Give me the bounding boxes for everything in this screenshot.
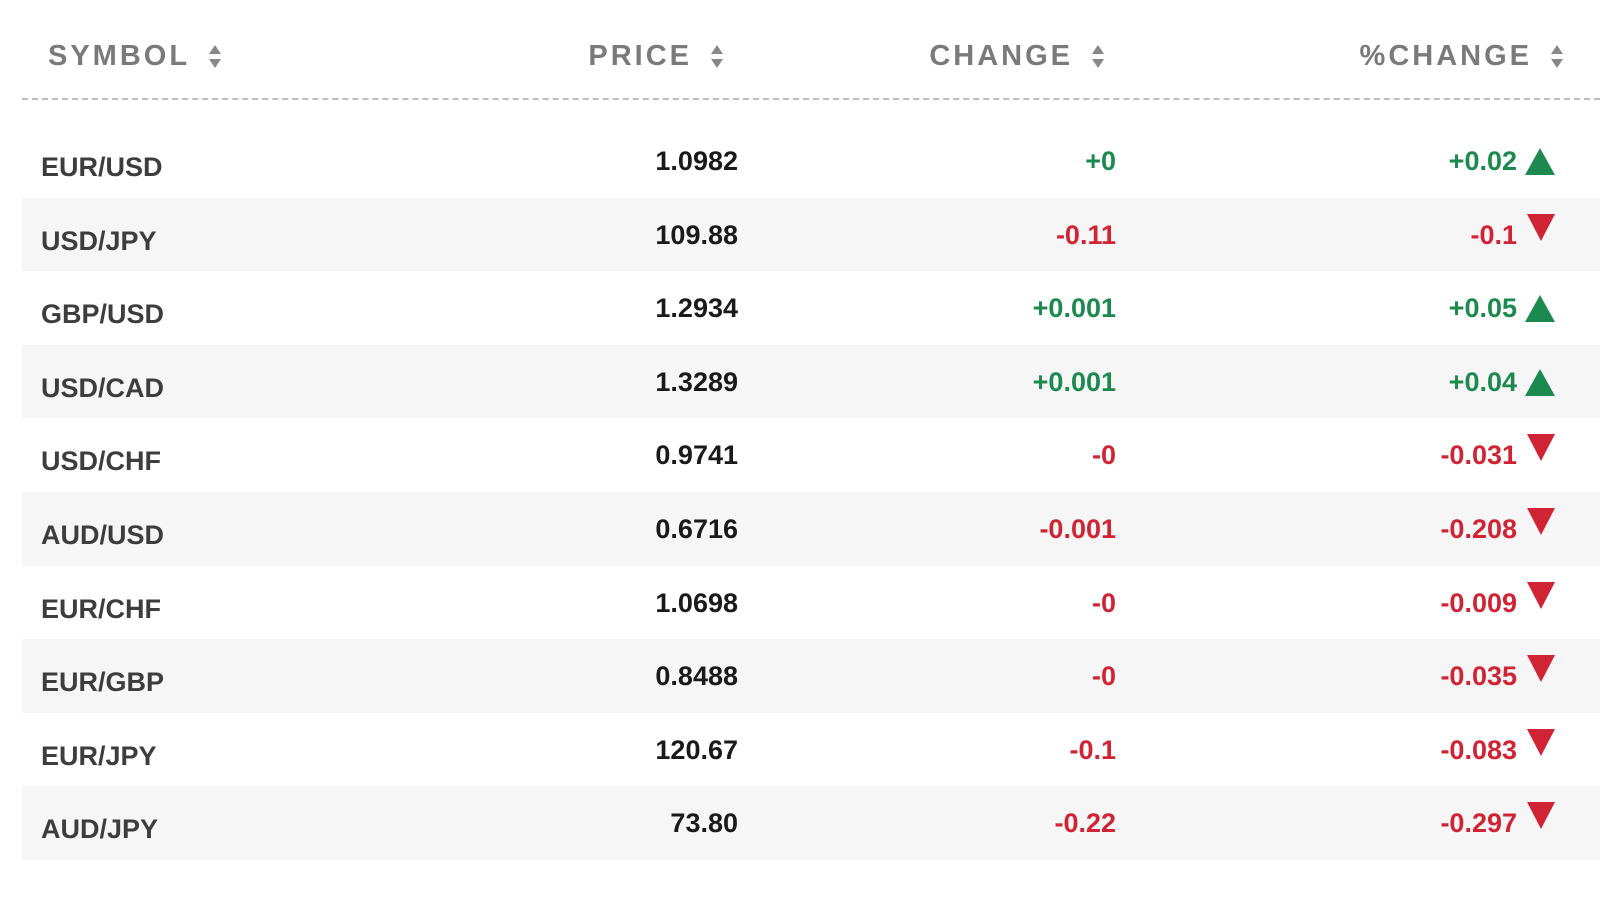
- change-value: -0.22: [1054, 808, 1116, 839]
- table-row[interactable]: AUD/JPY 73.80 -0.22 -0.297: [22, 786, 1600, 860]
- table-row[interactable]: EUR/JPY 120.67 -0.1 -0.083: [22, 713, 1600, 787]
- symbol-link[interactable]: USD/JPY: [41, 225, 157, 256]
- arrow-down-icon: [1527, 213, 1555, 241]
- arrow-down-icon: [1527, 655, 1555, 683]
- price-value: 1.0982: [655, 146, 738, 176]
- price-value: 0.6716: [655, 513, 738, 544]
- arrow-down-icon: [1527, 728, 1555, 756]
- pct-change-value: +0.04: [1448, 366, 1517, 397]
- change-value: -0: [1091, 587, 1116, 618]
- pct-change-value: -0.297: [1440, 808, 1517, 839]
- sort-updown-icon: [1550, 40, 1564, 72]
- symbol-link[interactable]: USD/CAD: [41, 372, 165, 403]
- symbol-link[interactable]: AUD/JPY: [41, 814, 159, 845]
- pct-change-value: -0.083: [1440, 734, 1517, 765]
- table-header: SYMBOL PRICE CHANGE %CHANGE: [22, 0, 1600, 100]
- pct-change-value: -0.009: [1440, 587, 1517, 618]
- table-row[interactable]: EUR/GBP 0.8488 -0 -0.035: [22, 639, 1600, 713]
- change-column-header: CHANGE: [929, 39, 1073, 72]
- table-row[interactable]: USD/CAD 1.3289 +0.001 +0.04: [22, 344, 1600, 419]
- table-row[interactable]: USD/CHF 0.9741 -0 -0.031: [22, 418, 1600, 492]
- arrow-up-icon: [1525, 148, 1555, 175]
- symbol-link[interactable]: GBP/USD: [41, 299, 165, 330]
- sort-by-symbol-button[interactable]: SYMBOL: [48, 36, 222, 76]
- symbol-link[interactable]: EUR/CHF: [41, 593, 161, 624]
- table-row[interactable]: AUD/USD 0.6716 -0.001 -0.208: [22, 491, 1600, 566]
- forex-quotes-table: SYMBOL PRICE CHANGE %CHANGE EUR/USD 1.098…: [22, 0, 1600, 860]
- symbol-link[interactable]: USD/CHF: [41, 446, 161, 477]
- sort-by-price-button[interactable]: PRICE: [588, 36, 724, 76]
- symbol-link[interactable]: EUR/JPY: [41, 740, 157, 771]
- sort-updown-icon: [1091, 40, 1105, 72]
- table-row[interactable]: EUR/USD 1.0982 +0 +0.02: [22, 124, 1600, 198]
- price-column-header: PRICE: [588, 39, 692, 72]
- arrow-down-icon: [1527, 507, 1555, 535]
- sort-by-change-button[interactable]: CHANGE: [929, 36, 1105, 76]
- pct-change-value: +0.05: [1448, 293, 1517, 324]
- sort-updown-icon: [208, 40, 222, 72]
- pct-change-value: -0.031: [1440, 440, 1517, 471]
- pct-change-value: -0.035: [1440, 661, 1517, 692]
- pct-change-value: -0.1: [1470, 219, 1517, 250]
- table-row[interactable]: USD/JPY 109.88 -0.11 -0.1: [22, 197, 1600, 272]
- table-row[interactable]: EUR/CHF 1.0698 -0 -0.009: [22, 566, 1600, 640]
- change-value: -0.11: [1055, 219, 1116, 250]
- price-value: 1.0698: [655, 587, 738, 618]
- arrow-up-icon: [1525, 368, 1555, 396]
- change-value: -0.1: [1069, 734, 1116, 765]
- pct-change-column-header: %CHANGE: [1359, 39, 1532, 72]
- sort-updown-icon: [710, 40, 724, 72]
- arrow-down-icon: [1527, 434, 1555, 462]
- arrow-down-icon: [1527, 581, 1555, 609]
- change-value: -0: [1091, 661, 1116, 692]
- table-row[interactable]: GBP/USD 1.2934 +0.001 +0.05: [22, 271, 1600, 345]
- price-value: 1.2934: [655, 293, 738, 324]
- price-value: 109.88: [655, 219, 738, 250]
- change-value: +0.001: [1032, 293, 1116, 324]
- price-value: 73.80: [670, 808, 738, 839]
- pct-change-value: +0.02: [1448, 146, 1517, 176]
- symbol-link[interactable]: AUD/USD: [41, 519, 165, 550]
- sort-by-pct-change-button[interactable]: %CHANGE: [1360, 36, 1564, 76]
- change-value: +0.001: [1032, 366, 1116, 397]
- price-value: 0.9741: [655, 440, 738, 471]
- arrow-down-icon: [1527, 802, 1555, 830]
- price-value: 120.67: [655, 734, 738, 765]
- table-body: EUR/USD 1.0982 +0 +0.02 USD/JPY 109.88 -0.11 -0…: [22, 124, 1600, 860]
- change-value: +0: [1085, 146, 1116, 176]
- arrow-up-icon: [1525, 295, 1555, 323]
- price-value: 1.3289: [655, 366, 738, 397]
- change-value: -0.001: [1039, 513, 1116, 544]
- symbol-column-header: SYMBOL: [48, 39, 191, 72]
- price-value: 0.8488: [655, 661, 738, 692]
- change-value: -0: [1091, 440, 1116, 471]
- symbol-link[interactable]: EUR/GBP: [41, 667, 165, 698]
- symbol-link[interactable]: EUR/USD: [41, 152, 163, 182]
- pct-change-value: -0.208: [1440, 513, 1517, 544]
